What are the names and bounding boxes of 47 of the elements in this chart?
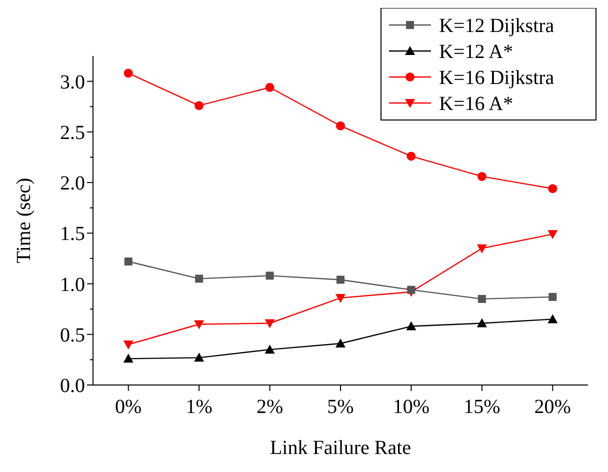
x-tick-label: 15% bbox=[464, 396, 500, 418]
point bbox=[124, 68, 133, 78]
point bbox=[264, 344, 275, 354]
point bbox=[478, 294, 486, 303]
x-axis-title: Link Failure Rate bbox=[270, 437, 412, 459]
y-tick-label: 2.0 bbox=[60, 172, 85, 195]
point bbox=[194, 101, 204, 110]
point bbox=[406, 321, 416, 330]
point bbox=[266, 272, 274, 280]
point bbox=[406, 152, 416, 161]
y-tick-label: 1.5 bbox=[60, 223, 85, 246]
point bbox=[264, 319, 275, 328]
point bbox=[477, 172, 486, 181]
point bbox=[336, 121, 345, 130]
point bbox=[548, 184, 558, 194]
x-tick-label: 2% bbox=[256, 396, 284, 418]
point bbox=[476, 244, 487, 254]
point bbox=[548, 292, 557, 301]
point bbox=[476, 318, 487, 328]
y-tick-label: 2.5 bbox=[60, 122, 85, 144]
y-tick-label: 0.0 bbox=[60, 375, 85, 397]
point bbox=[407, 286, 416, 294]
legend-label: K=12 A* bbox=[439, 41, 514, 63]
point bbox=[548, 230, 558, 240]
x-tick-label: 20% bbox=[534, 396, 571, 418]
point bbox=[336, 338, 346, 348]
point bbox=[194, 320, 204, 330]
y-tick-label: 0.5 bbox=[60, 324, 85, 346]
legend-label: K=16 Dijkstra bbox=[439, 67, 554, 89]
legend-label: K=12 Dijkstra bbox=[439, 15, 554, 37]
point bbox=[124, 258, 132, 266]
point bbox=[548, 314, 558, 324]
legend-label: K=16 A* bbox=[439, 93, 514, 115]
x-tick-label: 5% bbox=[327, 396, 354, 418]
x-tick-label: 0% bbox=[115, 396, 142, 418]
x-tick-label: 1% bbox=[186, 396, 212, 418]
y-axis-title: Time (sec) bbox=[13, 178, 35, 264]
y-tick-label: 3.0 bbox=[60, 71, 85, 94]
x-tick-label: 10% bbox=[392, 396, 430, 418]
y-tick-label: 1.0 bbox=[60, 274, 85, 296]
point bbox=[336, 276, 344, 284]
point bbox=[336, 294, 346, 303]
point bbox=[123, 340, 134, 350]
point bbox=[265, 82, 274, 92]
point bbox=[123, 354, 134, 363]
point bbox=[194, 352, 204, 362]
point bbox=[195, 274, 204, 283]
